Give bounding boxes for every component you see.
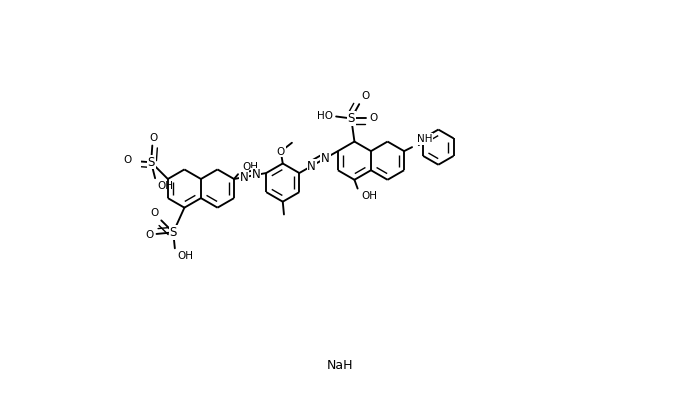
Text: O: O [123,155,131,165]
Text: NH: NH [417,134,432,144]
Text: O: O [276,146,285,156]
Text: O: O [361,91,370,101]
Text: NaH: NaH [328,359,353,372]
Text: OH: OH [177,251,193,261]
Text: N: N [321,152,330,165]
Text: S: S [147,156,155,169]
Text: N: N [307,160,316,172]
Text: OH: OH [362,190,377,200]
Text: N: N [251,168,260,181]
Text: N: N [240,170,249,184]
Text: S: S [170,226,177,239]
Text: O: O [151,208,159,218]
Text: S: S [347,112,355,125]
Text: O: O [149,133,157,143]
Text: O: O [369,113,377,124]
Text: O: O [145,230,153,240]
Text: OH: OH [157,181,174,191]
Text: HO: HO [317,111,333,121]
Text: OH: OH [242,162,258,172]
